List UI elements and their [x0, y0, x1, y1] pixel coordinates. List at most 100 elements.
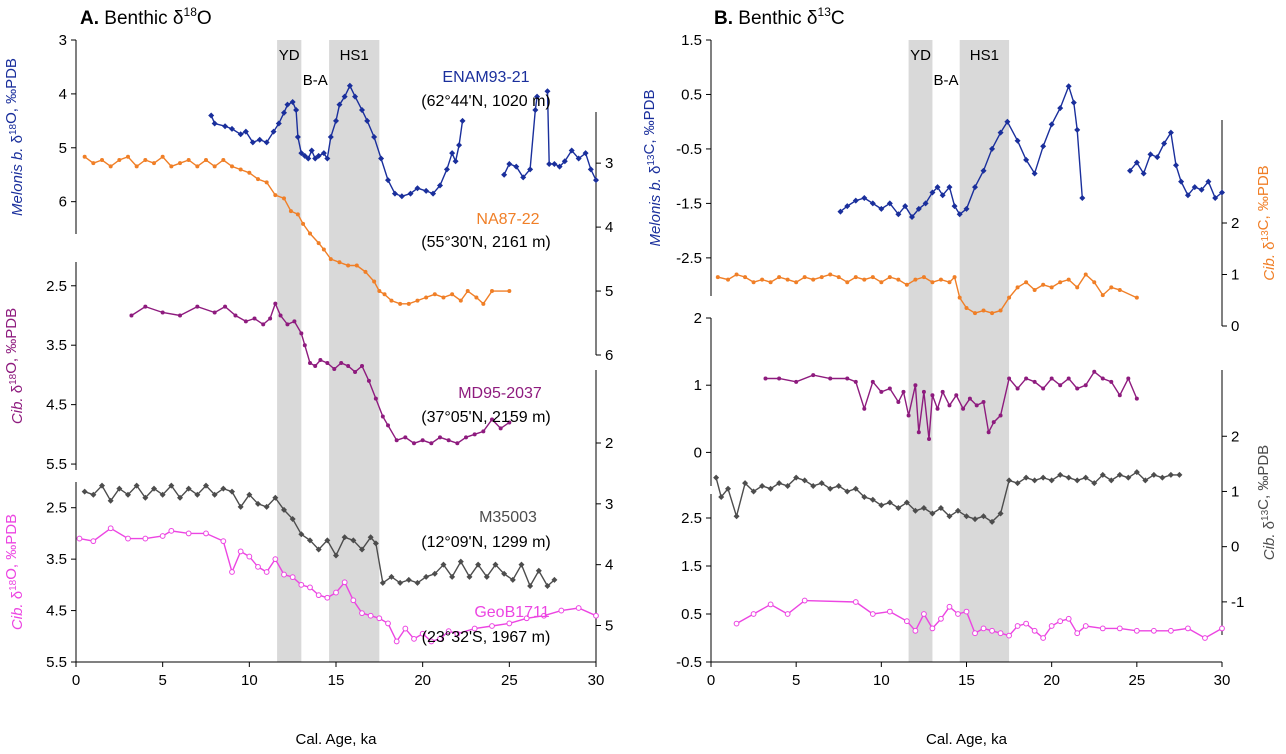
data-point: [466, 573, 473, 580]
data-point: [837, 208, 844, 215]
data-point: [289, 516, 296, 523]
panel-title-sup: 18: [184, 5, 198, 19]
data-point: [751, 280, 756, 285]
data-point: [913, 277, 918, 282]
data-point: [429, 441, 434, 446]
data-point: [446, 438, 451, 443]
data-point: [1168, 627, 1174, 634]
y-axis-label-part: δ: [1261, 521, 1278, 534]
data-point: [1048, 477, 1055, 484]
data-point: [452, 158, 459, 165]
data-point: [352, 93, 359, 100]
data-point: [428, 638, 435, 645]
data-point: [972, 516, 979, 523]
data-point: [325, 361, 330, 366]
data-point: [382, 292, 387, 297]
data-point: [229, 488, 235, 495]
x-tick-label: 25: [501, 672, 518, 689]
data-point: [389, 298, 394, 303]
series-location: (55°30'N, 2161 m): [421, 234, 551, 251]
data-point: [546, 160, 553, 167]
data-point: [963, 513, 970, 520]
data-point: [159, 491, 166, 498]
panel-title-tail: C: [831, 8, 845, 29]
data-point: [1173, 162, 1180, 169]
band-hs1: [329, 40, 380, 662]
data-point: [282, 196, 286, 201]
data-point: [718, 493, 725, 500]
data-point: [294, 134, 301, 140]
x-tick-label: 0: [72, 672, 80, 689]
band-label-yd: YD: [910, 47, 931, 64]
data-point: [1159, 474, 1166, 481]
data-point: [324, 537, 331, 544]
data-point: [991, 420, 996, 425]
data-point: [333, 589, 339, 596]
data-point: [449, 573, 456, 580]
y-axis-label-part: C, ‰PDB: [1255, 165, 1272, 230]
data-point: [315, 546, 322, 553]
data-point: [270, 128, 277, 135]
data-point: [844, 203, 851, 210]
data-point: [360, 364, 364, 368]
data-point: [967, 396, 972, 401]
data-point: [339, 361, 344, 366]
data-point: [222, 123, 229, 130]
data-point: [1108, 477, 1115, 484]
data-point: [281, 506, 287, 513]
data-point: [760, 277, 765, 282]
y-tick-label: 3: [605, 155, 613, 172]
data-point: [263, 569, 270, 575]
data-point: [507, 420, 512, 425]
data-point: [285, 322, 290, 327]
data-point: [420, 438, 425, 443]
data-point: [853, 275, 858, 280]
y-tick-label: 0.5: [681, 86, 702, 103]
data-point: [1082, 474, 1089, 481]
data-point: [203, 482, 209, 489]
data-point: [129, 313, 134, 318]
data-point: [1154, 154, 1161, 161]
data-point: [398, 301, 403, 306]
x-axis-label: Cal. Age, ka: [926, 731, 1008, 748]
data-point: [242, 128, 249, 135]
data-point: [940, 389, 945, 394]
data-point: [168, 482, 175, 489]
data-point: [278, 313, 283, 318]
data-point: [1075, 386, 1080, 391]
data-point: [1083, 383, 1088, 388]
data-point: [551, 160, 558, 167]
data-point: [204, 157, 208, 162]
data-point: [1133, 159, 1140, 166]
data-point: [1092, 280, 1097, 285]
x-tick-label: 20: [414, 672, 431, 689]
data-point: [1040, 474, 1047, 481]
data-point: [178, 161, 182, 166]
y-axis-label-part: O, ‰PDB: [3, 58, 20, 124]
data-point: [972, 630, 978, 637]
data-point: [1212, 194, 1219, 201]
data-point: [1031, 170, 1038, 177]
data-point: [1167, 471, 1174, 478]
data-point: [818, 480, 825, 487]
series-enam93-21: [837, 83, 1225, 221]
series-label: NA87-22: [476, 211, 539, 228]
data-point: [263, 139, 270, 146]
data-point: [82, 154, 87, 159]
data-point: [275, 120, 282, 127]
data-point: [1041, 282, 1046, 287]
data-point: [785, 277, 790, 282]
data-point: [90, 538, 97, 545]
data-point: [431, 570, 438, 577]
y-tick-label: 2.5: [681, 510, 702, 527]
data-point: [1058, 383, 1063, 388]
data-point: [1057, 105, 1064, 112]
data-point: [333, 117, 339, 124]
data-point: [726, 277, 731, 282]
data-point: [901, 389, 906, 394]
data-point: [961, 406, 966, 411]
y-tick-label: -0.5: [676, 654, 702, 671]
data-point: [902, 203, 909, 210]
data-point: [921, 275, 926, 280]
